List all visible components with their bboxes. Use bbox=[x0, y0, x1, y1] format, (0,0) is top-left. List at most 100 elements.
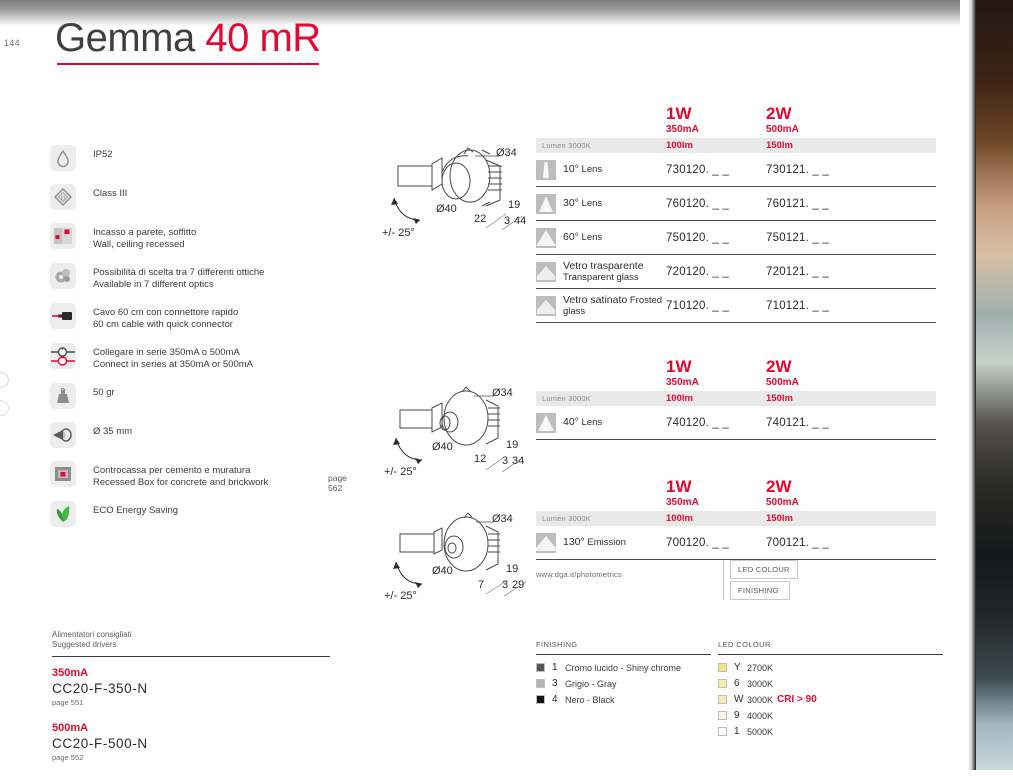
legend-led-colour: LED COLOUR Y 2700K 6 3000K W 3000K CRI > 90 9 40… bbox=[718, 640, 943, 737]
table-column-header: 2W 500mA bbox=[766, 478, 866, 510]
drawing-dim-d34: Ø34 bbox=[492, 513, 513, 525]
legend-item[interactable]: 4 Nero - Black bbox=[536, 694, 711, 705]
spec-line-it: IP52 bbox=[93, 149, 113, 160]
beam-wide-icon bbox=[536, 261, 556, 282]
legend-code: W bbox=[734, 694, 744, 705]
column-watt: 1W bbox=[666, 104, 692, 123]
legend-item[interactable]: Y 2700K bbox=[718, 662, 943, 673]
spec-text: Cavo 60 cm con connettore rapido 60 cm ca… bbox=[93, 303, 238, 330]
drawing-tilt: +/- 25° bbox=[384, 590, 417, 602]
spec-text: IP52 bbox=[93, 145, 113, 161]
table-row[interactable]: 130° Emission 700120. _ _ 700121. _ _ bbox=[536, 526, 936, 560]
driver-page-ref[interactable]: page 552 bbox=[52, 753, 84, 762]
table-row[interactable]: Vetro satinato Frosted glass 710120. _ _ 7… bbox=[536, 289, 936, 323]
drawing-130deg-module: Ø34 Ø40 7 19 3 29 +/- 25° bbox=[382, 502, 532, 602]
photometrics-link[interactable]: www.dga.it/photometrics bbox=[536, 570, 622, 579]
product-code-2w[interactable]: 710121. _ _ bbox=[766, 299, 829, 312]
product-code-1w[interactable]: 740120. _ _ bbox=[666, 416, 729, 429]
legend-code: 3 bbox=[552, 678, 558, 689]
optic-cell: Vetro satinato Frosted glass bbox=[536, 294, 666, 317]
legend-item[interactable]: W 3000K CRI > 90 bbox=[718, 694, 943, 705]
lumen-value: 100lm bbox=[666, 513, 693, 524]
callout-finishing: FINISHING bbox=[730, 581, 790, 600]
spec-line-en: Wall, ceiling recessed bbox=[93, 238, 185, 250]
spec-row: IP52 bbox=[50, 145, 350, 171]
lumen-value: 100lm bbox=[666, 140, 693, 151]
wall-ceiling-recessed-icon bbox=[50, 223, 76, 249]
legend-item[interactable]: 3 Grigio - Gray bbox=[536, 678, 711, 689]
lumen-label: Lumen 3000K bbox=[542, 514, 591, 523]
product-code-2w[interactable]: 740121. _ _ bbox=[766, 416, 829, 429]
table-row[interactable]: 30° Lens 760120. _ _ 760121. _ _ bbox=[536, 187, 936, 221]
product-code-2w[interactable]: 750121. _ _ bbox=[766, 231, 829, 244]
drawing-40deg-module: Ø34 Ø40 12 19 3 34 +/- 25° bbox=[382, 378, 532, 478]
legend-item[interactable]: 9 4000K bbox=[718, 710, 943, 721]
drawing-dim-b: 3 bbox=[502, 455, 508, 467]
product-code-1w[interactable]: 750120. _ _ bbox=[666, 231, 729, 244]
lumen-label: Lumen 3000K bbox=[542, 141, 591, 150]
next-page-photo-sliver bbox=[968, 0, 1013, 770]
product-code-2w[interactable]: 730121. _ _ bbox=[766, 163, 829, 176]
drawing-dim-depth: 22 bbox=[474, 213, 486, 225]
drawing-dim-d34: Ø34 bbox=[496, 147, 517, 159]
recessed-box-icon bbox=[50, 461, 76, 487]
table-column-header: 1W 350mA bbox=[666, 105, 766, 137]
weight-icon bbox=[50, 383, 76, 409]
legend-label: Nero - Black bbox=[565, 694, 615, 705]
column-watt: 2W bbox=[766, 104, 792, 123]
legend-item[interactable]: 1 Cromo lucido - Shiny chrome bbox=[536, 662, 711, 673]
title-underline bbox=[57, 63, 319, 65]
driver-code[interactable]: CC20-F-500-N bbox=[52, 736, 148, 751]
driver-code[interactable]: CC20-F-350-N bbox=[52, 681, 148, 696]
optic-cell: 130° Emission bbox=[536, 532, 666, 553]
page-title: Gemma 40 mR bbox=[55, 16, 321, 61]
product-code-2w[interactable]: 760121. _ _ bbox=[766, 197, 829, 210]
product-code-1w[interactable]: 760120. _ _ bbox=[666, 197, 729, 210]
driver-current: 350mA bbox=[52, 667, 89, 679]
legend-finishing-title: FINISHING bbox=[536, 640, 578, 649]
optic-name: Vetro satinato Frosted glass bbox=[563, 294, 666, 317]
table-row[interactable]: 40° Lens 740120. _ _ 740121. _ _ bbox=[536, 406, 936, 440]
optic-type: Emission bbox=[587, 537, 626, 548]
spec-line-it: Cavo 60 cm con connettore rapido bbox=[93, 307, 239, 318]
product-code-2w[interactable]: 700121. _ _ bbox=[766, 536, 829, 549]
spec-text: Incasso a parete, soffitto Wall, ceiling … bbox=[93, 223, 196, 250]
spec-row: ECO Energy Saving bbox=[50, 501, 350, 527]
spec-line-en: Recessed Box for concrete and brickwork bbox=[93, 476, 269, 488]
callout-led-colour: LED COLOUR bbox=[730, 560, 798, 579]
spec-line-it: Controcassa per cemento e muratura bbox=[93, 465, 251, 476]
product-code-2w[interactable]: 720121. _ _ bbox=[766, 265, 829, 278]
table-row[interactable]: Vetro trasparente Transparent glass 72012… bbox=[536, 255, 936, 289]
table-row[interactable]: 60° Lens 750120. _ _ 750121. _ _ bbox=[536, 221, 936, 255]
spec-text: 50 gr bbox=[93, 383, 115, 399]
spec-page-ref[interactable]: page 562 bbox=[328, 473, 347, 493]
legend-item[interactable]: 6 3000K bbox=[718, 678, 943, 689]
product-code-1w[interactable]: 710120. _ _ bbox=[666, 299, 729, 312]
legend-cri: CRI > 90 bbox=[777, 694, 817, 705]
spec-text: Collegare in serie 350mA o 500mA Connect … bbox=[93, 343, 253, 370]
product-code-1w[interactable]: 720120. _ _ bbox=[666, 265, 729, 278]
column-current: 500mA bbox=[766, 377, 799, 388]
optic-angle: 40° bbox=[563, 416, 579, 428]
optics-choice-icon bbox=[50, 263, 76, 289]
legend-code: 4 bbox=[552, 694, 558, 705]
optic-cell: 10° Lens bbox=[536, 159, 666, 180]
product-code-1w[interactable]: 730120. _ _ bbox=[666, 163, 729, 176]
spec-line-it: 50 gr bbox=[93, 387, 115, 398]
spec-line-it: Class III bbox=[93, 188, 128, 199]
table-column-header: 2W 500mA bbox=[766, 105, 866, 137]
driver-entry: 350mA CC20-F-350-N page 551 bbox=[52, 666, 330, 708]
driver-page-ref[interactable]: page 551 bbox=[52, 698, 84, 707]
column-watt: 1W bbox=[666, 477, 692, 496]
class-iii-icon: III bbox=[50, 184, 76, 210]
legend-label: 3000K bbox=[747, 678, 774, 689]
cable-connector-icon bbox=[50, 303, 76, 329]
spec-row: Collegare in serie 350mA o 500mA Connect … bbox=[50, 343, 350, 370]
legend-label: 2700K bbox=[747, 662, 774, 673]
product-code-1w[interactable]: 700120. _ _ bbox=[666, 536, 729, 549]
legend-item[interactable]: 1 5000K bbox=[718, 726, 943, 737]
optic-type: Lens bbox=[581, 417, 603, 428]
suggested-drivers: Alimentatori consigliati Suggested drive… bbox=[52, 630, 330, 776]
table-row[interactable]: 10° Lens 730120. _ _ 730121. _ _ bbox=[536, 153, 936, 187]
lumen-row: Lumen 3000K 100lm 150lm bbox=[536, 511, 936, 526]
